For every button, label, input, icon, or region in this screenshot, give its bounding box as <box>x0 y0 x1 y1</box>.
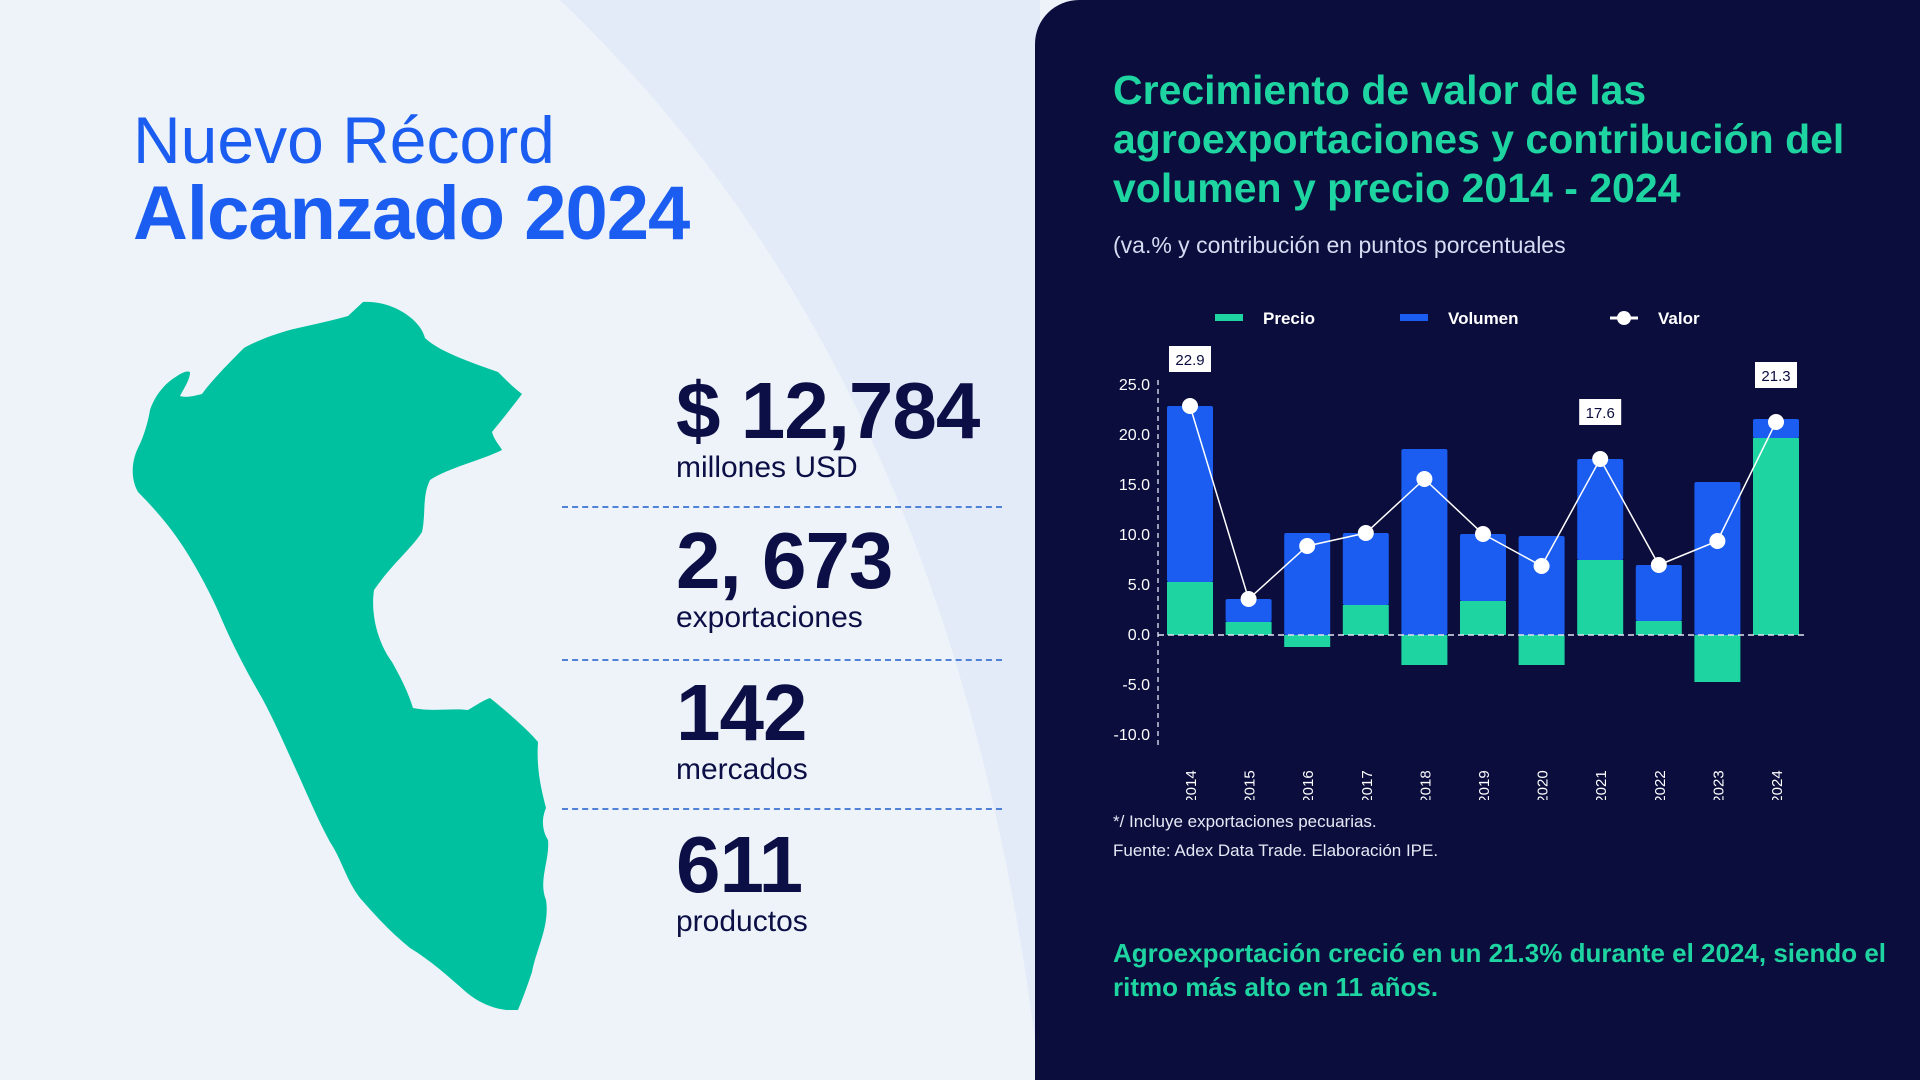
bar-precio <box>1753 438 1799 635</box>
x-tick-label: 2014 <box>1183 770 1200 800</box>
point-valor <box>1299 538 1316 554</box>
legend-label: Precio <box>1263 309 1315 328</box>
bar-volumen <box>1518 536 1565 635</box>
x-tick-label: 2016 <box>1300 770 1317 800</box>
bar-volumen <box>1460 534 1506 601</box>
bar-precio <box>1401 635 1448 665</box>
stat-value: 611 <box>676 820 803 909</box>
y-tick-label: 0.0 <box>1128 627 1150 644</box>
stat-export-value: $ 12,784 millones USD <box>676 366 980 484</box>
stat-products: 611 productos <box>676 824 808 938</box>
point-valor <box>1650 557 1667 573</box>
stat-value: 142 <box>676 668 807 757</box>
stat-label: productos <box>676 905 808 938</box>
bar-volumen <box>1401 449 1448 635</box>
point-valor <box>1357 525 1374 541</box>
stat-value: $ 12,784 <box>676 366 980 455</box>
x-tick-label: 2021 <box>1593 770 1610 800</box>
legend-label: Valor <box>1658 309 1700 328</box>
x-tick-label: 2015 <box>1242 770 1259 800</box>
y-tick-label: 5.0 <box>1128 577 1150 594</box>
stat-value: 2, 673 <box>676 516 893 605</box>
point-valor <box>1533 558 1550 574</box>
x-tick-label: 2022 <box>1652 770 1669 800</box>
y-tick-label: 15.0 <box>1119 477 1150 494</box>
bar-volumen <box>1225 599 1272 622</box>
y-tick-label: 20.0 <box>1119 427 1150 444</box>
data-label: 17.6 <box>1586 405 1615 422</box>
x-tick-label: 2019 <box>1476 770 1493 800</box>
data-label: 21.3 <box>1761 368 1790 385</box>
headline-line-2: Alcanzado 2024 <box>133 171 690 256</box>
headline: Nuevo Récord Alcanzado 2024 <box>133 103 690 256</box>
stat-markets: 142 mercados <box>676 672 808 786</box>
bar-volumen <box>1577 459 1624 560</box>
x-tick-label: 2023 <box>1710 770 1727 800</box>
point-valor <box>1475 526 1491 542</box>
data-label-box <box>1579 399 1622 425</box>
y-tick-label: -5.0 <box>1122 677 1150 694</box>
bar-precio <box>1694 635 1741 682</box>
bar-precio <box>1342 605 1389 635</box>
bar-volumen <box>1342 533 1389 605</box>
stat-divider <box>562 659 1002 661</box>
x-tick-label: 2017 <box>1359 770 1376 800</box>
conclusion-text: Agroexportación creció en un 21.3% duran… <box>1113 938 1887 1002</box>
data-label-box <box>1169 346 1211 372</box>
chart-source: Fuente: Adex Data Trade. Elaboración IPE… <box>1113 841 1439 860</box>
legend-swatch-volumen <box>1400 314 1428 321</box>
y-tick-label: 10.0 <box>1119 527 1150 544</box>
stat-exports-count: 2, 673 exportaciones <box>676 516 893 634</box>
chart-subtitle: (va.% y contribución en puntos porcentua… <box>1113 232 1566 258</box>
bar-precio <box>1284 635 1331 647</box>
x-tick-label: 2018 <box>1417 770 1434 800</box>
y-tick-label: 25.0 <box>1119 377 1150 394</box>
bar-volumen <box>1635 565 1682 621</box>
bar-precio <box>1167 582 1213 635</box>
point-valor <box>1416 471 1433 487</box>
point-valor <box>1240 591 1257 607</box>
stacked-bar-chart: Precio Volumen Valor 25.0 20.0 15.0 10.0 5.0 0.0… <box>1114 309 1806 800</box>
point-valor <box>1709 533 1726 549</box>
bar-volumen <box>1284 533 1331 635</box>
point-valor <box>1768 414 1784 430</box>
bar-precio <box>1577 560 1624 635</box>
stat-label: exportaciones <box>676 601 863 634</box>
y-tick-label: -10.0 <box>1114 727 1151 744</box>
data-label: 22.9 <box>1175 352 1204 369</box>
stat-label: millones USD <box>676 451 858 484</box>
x-tick-label: 2024 <box>1769 770 1786 800</box>
stat-divider <box>562 808 1002 810</box>
stat-label: mercados <box>676 753 808 786</box>
bar-precio <box>1518 635 1565 665</box>
peru-map-shape <box>132 301 549 1010</box>
legend-swatch-precio <box>1215 314 1243 321</box>
data-label-box <box>1755 362 1797 388</box>
bar-volumen <box>1167 406 1213 582</box>
bar-volumen <box>1694 482 1741 635</box>
bar-precio <box>1635 621 1682 635</box>
headline-line-1: Nuevo Récord <box>133 103 555 177</box>
chart-note: */ Incluye exportaciones pecuarias. <box>1113 812 1377 831</box>
chart-title: Crecimiento de valor de las agroexportac… <box>1113 67 1845 211</box>
bar-precio <box>1225 622 1272 635</box>
x-tick-label: 2020 <box>1535 770 1552 800</box>
bar-precio <box>1460 601 1506 635</box>
legend-swatch-valor-dot <box>1617 311 1631 325</box>
point-valor <box>1592 451 1609 467</box>
point-valor <box>1182 398 1198 414</box>
legend-label: Volumen <box>1448 309 1519 328</box>
stat-divider <box>562 506 1002 508</box>
